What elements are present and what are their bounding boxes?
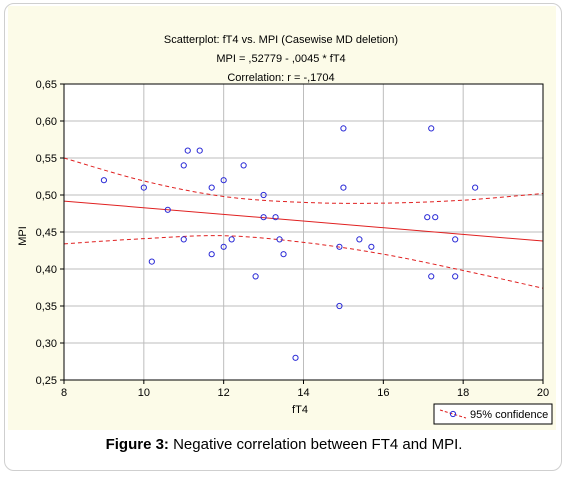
data-point: [452, 236, 459, 243]
y-tick-label: 0,45: [36, 227, 57, 239]
x-tick-label: 14: [297, 387, 309, 399]
y-tick-label: 0,50: [36, 190, 57, 202]
data-point: [148, 258, 155, 265]
data-point: [356, 236, 363, 243]
data-point: [180, 236, 187, 243]
y-tick-label: 0,30: [36, 338, 57, 350]
data-point: [428, 125, 435, 132]
x-tick-label: 10: [138, 387, 150, 399]
data-point: [292, 354, 299, 361]
data-point: [276, 236, 283, 243]
legend: 95% confidence: [433, 403, 553, 425]
data-point: [140, 184, 147, 191]
chart-correlation: Correlation: r = -,1704: [227, 72, 334, 84]
data-point: [260, 214, 267, 221]
chart-title: Scatterplot: fT4 vs. MPI (Casewise MD de…: [164, 34, 398, 46]
data-point: [452, 273, 459, 280]
data-point: [240, 162, 247, 169]
caption-text: Negative correlation between FT4 and MPI…: [168, 436, 463, 453]
data-point: [336, 243, 343, 250]
regression-line: [64, 200, 543, 242]
caption-label: Figure 3:: [105, 436, 169, 453]
x-tick-label: 18: [457, 387, 469, 399]
data-point: [432, 214, 439, 221]
x-tick-label: 8: [61, 387, 67, 399]
data-point: [220, 177, 227, 184]
data-point: [340, 125, 347, 132]
y-tick-label: 0,40: [36, 264, 57, 276]
data-point: [428, 273, 435, 280]
data-point: [100, 177, 108, 184]
data-point: [208, 184, 215, 191]
x-tick-label: 12: [218, 387, 230, 399]
data-point: [164, 206, 171, 213]
data-point: [196, 147, 203, 154]
data-point: [472, 184, 479, 191]
data-point: [272, 214, 279, 221]
lower-confidence-band: [64, 235, 543, 289]
data-point: [252, 273, 259, 280]
x-tick-label: 20: [537, 387, 549, 399]
data-point: [368, 243, 375, 250]
y-tick-label: 0,65: [36, 79, 57, 91]
y-axis-label: MPI: [17, 226, 29, 246]
legend-label: 95% confidence: [470, 409, 548, 421]
figure-caption: Figure 3: Negative correlation between F…: [0, 436, 568, 453]
data-point: [424, 214, 431, 221]
x-tick-label: 16: [377, 387, 389, 399]
y-tick-label: 0,60: [36, 116, 57, 128]
data-point: [280, 251, 287, 258]
data-point: [208, 251, 215, 258]
data-point: [180, 162, 187, 169]
data-point: [340, 184, 347, 191]
y-tick-label: 0,35: [36, 301, 57, 313]
legend-box: [433, 403, 553, 425]
data-point: [220, 243, 227, 250]
data-point: [336, 302, 343, 310]
legend-line-swatch: [439, 409, 467, 419]
plot-border: [63, 83, 544, 381]
data-point: [228, 236, 235, 243]
data-point: [184, 147, 191, 154]
data-point: [260, 191, 267, 199]
x-axis-label: fT4: [292, 404, 308, 416]
chart-equation: MPI = ,52779 - ,0045 * fT4: [216, 53, 345, 65]
y-tick-label: 0,25: [36, 375, 57, 387]
y-tick-label: 0,55: [36, 153, 57, 165]
legend-marker-swatch: [449, 410, 457, 418]
